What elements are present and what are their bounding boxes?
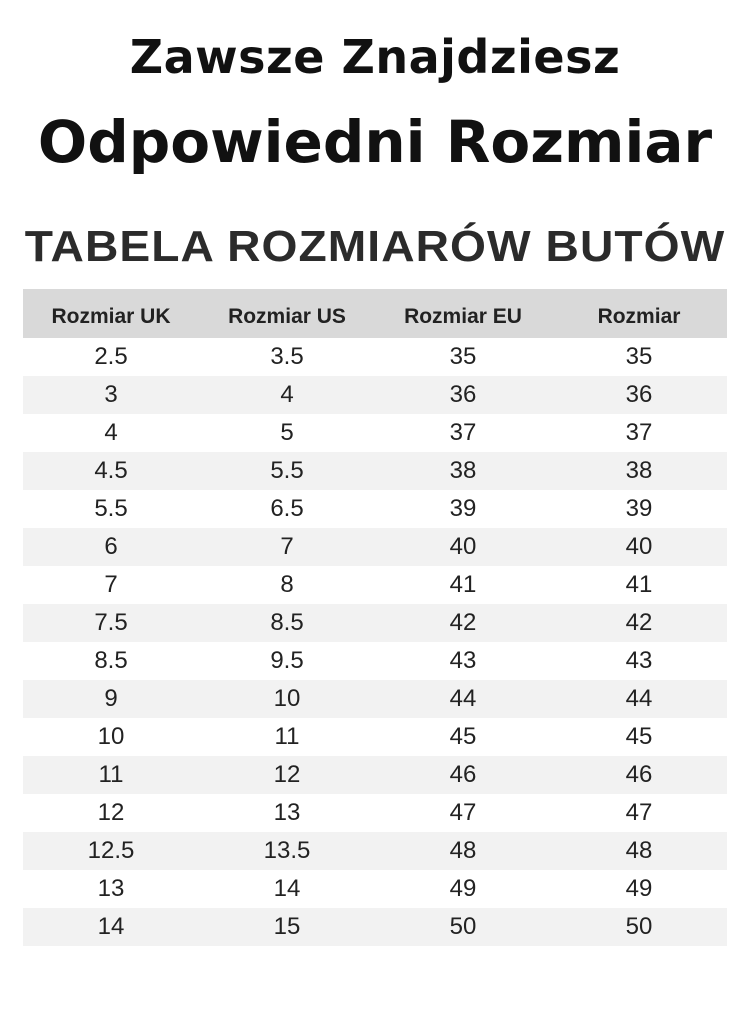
- table-cell: 48: [375, 832, 551, 870]
- table-cell: 44: [551, 680, 727, 718]
- table-row: 9 10 44 44: [23, 680, 727, 718]
- table-cell: 13: [273, 799, 301, 826]
- table-cell: 43: [625, 647, 653, 674]
- table-cell: 45: [449, 723, 477, 750]
- table-cell: 35: [625, 343, 653, 370]
- table-cell: 36: [375, 376, 551, 414]
- table-cell: 38: [551, 452, 727, 490]
- table-cell: 10: [199, 680, 375, 718]
- table-cell: 11: [23, 756, 199, 794]
- table-cell: 39: [449, 495, 477, 522]
- table-row: 14 15 50 50: [23, 908, 727, 946]
- table-header-row: Rozmiar UK Rozmiar US Rozmiar EU Rozmiar: [23, 289, 727, 338]
- table-cell: 9.5: [270, 647, 304, 674]
- headline-line-2: Odpowiedni Rozmiar: [37, 108, 713, 176]
- table-cell: 14: [23, 908, 199, 946]
- table-cell: 9: [23, 680, 199, 718]
- table-cell: 36: [551, 376, 727, 414]
- header-uk: Rozmiar UK: [23, 289, 199, 338]
- table-cell: 40: [375, 528, 551, 566]
- table-cell: 12: [199, 756, 375, 794]
- table-cell: 42: [551, 604, 727, 642]
- table-cell: 10: [97, 723, 125, 750]
- table-cell: 42: [375, 604, 551, 642]
- table-cell: 47: [449, 799, 477, 826]
- table-row: 2.5 3.5 35 35: [23, 338, 727, 376]
- table-cell: 41: [449, 571, 477, 598]
- table-cell: 41: [625, 571, 653, 598]
- table-cell: 5.5: [199, 452, 375, 490]
- table-cell: 46: [375, 756, 551, 794]
- table-cell: 50: [551, 908, 727, 946]
- table-cell: 50: [375, 908, 551, 946]
- table-row: 4.5 5.5 38 38: [23, 452, 727, 490]
- table-cell: 47: [625, 799, 653, 826]
- table-cell: 37: [449, 419, 477, 446]
- table-cell: 6: [23, 528, 199, 566]
- table-cell: 5: [280, 419, 294, 446]
- table-cell: 7: [199, 528, 375, 566]
- table-cell: 49: [449, 875, 477, 902]
- table-row: 6 7 40 40: [23, 528, 727, 566]
- table-cell: 7.5: [23, 604, 199, 642]
- table-cell: 48: [551, 832, 727, 870]
- table-cell: 12: [97, 799, 125, 826]
- table-cell: 39: [625, 495, 653, 522]
- table-cell: 8.5: [199, 604, 375, 642]
- table-cell: 43: [449, 647, 477, 674]
- table-cell: 2.5: [94, 343, 128, 370]
- table-cell: 5.5: [94, 495, 128, 522]
- size-chart-table: Rozmiar UK Rozmiar US Rozmiar EU Rozmiar…: [23, 289, 727, 946]
- table-row: 4 5 37 37: [23, 414, 727, 452]
- table-row: 13 14 49 49: [23, 870, 727, 908]
- table-cell: 12.5: [23, 832, 199, 870]
- table-cell: 7: [104, 571, 118, 598]
- table-row: 11 12 46 46: [23, 756, 727, 794]
- table-row: 5.5 6.5 39 39: [23, 490, 727, 528]
- header-size: Rozmiar: [551, 289, 727, 338]
- table-cell: 4.5: [23, 452, 199, 490]
- header-us: Rozmiar US: [199, 289, 375, 338]
- table-row: 7 8 41 41: [23, 566, 727, 604]
- header-eu: Rozmiar EU: [375, 289, 551, 338]
- table-cell: 35: [449, 343, 477, 370]
- table-cell: 49: [625, 875, 653, 902]
- table-cell: 38: [375, 452, 551, 490]
- table-row: 12.5 13.5 48 48: [23, 832, 727, 870]
- table-cell: 46: [551, 756, 727, 794]
- table-cell: 4: [104, 419, 118, 446]
- table-cell: 13: [97, 875, 125, 902]
- table-title: TABELA ROZMIARÓW BUTÓW: [24, 222, 726, 271]
- table-cell: 8: [280, 571, 294, 598]
- table-cell: 40: [551, 528, 727, 566]
- table-row: 12 13 47 47: [23, 794, 727, 832]
- table-cell: 15: [199, 908, 375, 946]
- table-cell: 6.5: [270, 495, 304, 522]
- table-cell: 3: [23, 376, 199, 414]
- table-row: 10 11 45 45: [23, 718, 727, 756]
- table-cell: 44: [375, 680, 551, 718]
- table-cell: 45: [625, 723, 653, 750]
- table-cell: 3.5: [270, 343, 304, 370]
- table-row: 8.5 9.5 43 43: [23, 642, 727, 680]
- headline-line-1: Zawsze Znajdziesz: [129, 30, 621, 84]
- table-cell: 13.5: [199, 832, 375, 870]
- table-cell: 37: [625, 419, 653, 446]
- table-cell: 4: [199, 376, 375, 414]
- table-row: 3 4 36 36: [23, 376, 727, 414]
- table-row: 7.5 8.5 42 42: [23, 604, 727, 642]
- table-cell: 8.5: [94, 647, 128, 674]
- table-cell: 14: [273, 875, 301, 902]
- table-cell: 11: [274, 723, 300, 750]
